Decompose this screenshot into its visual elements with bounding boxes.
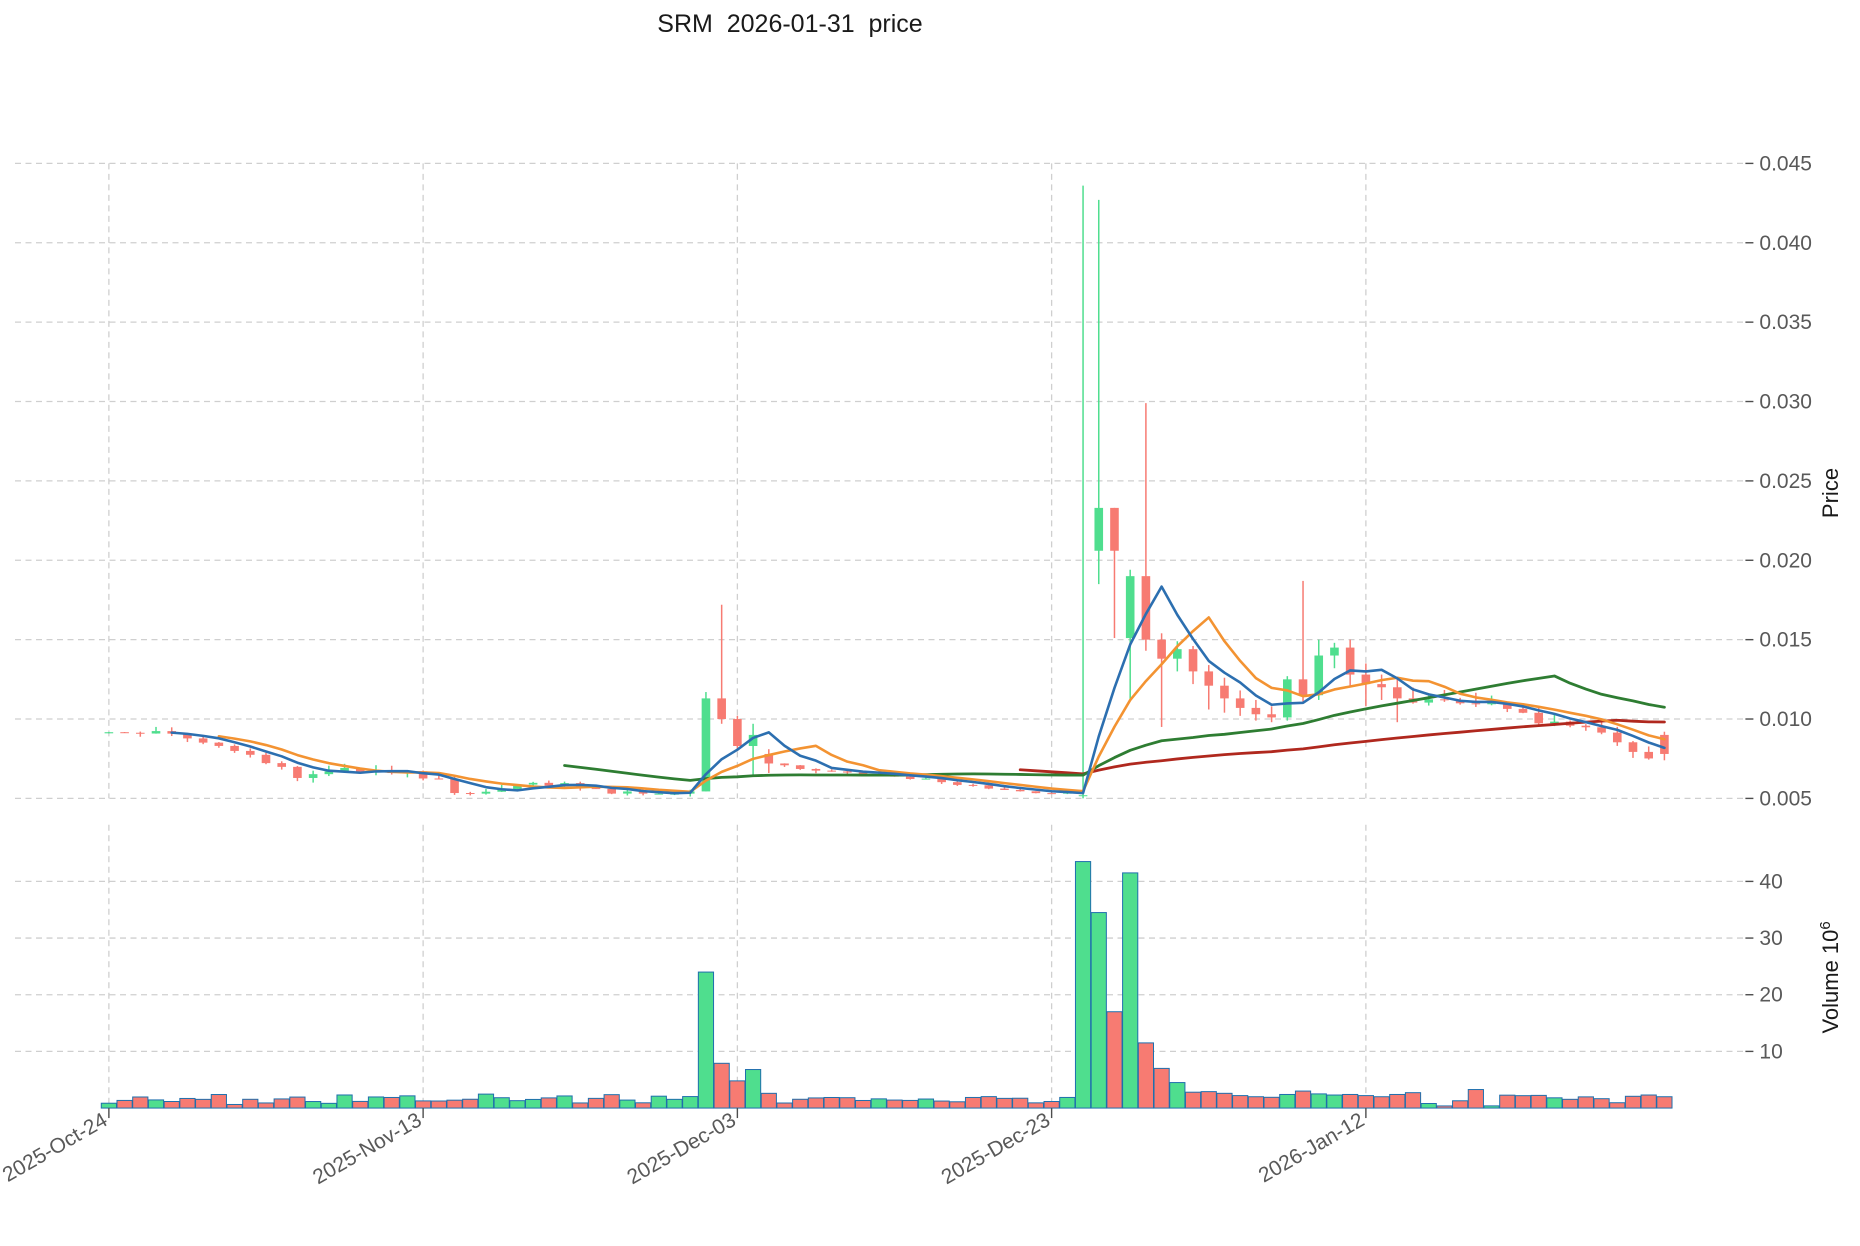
svg-text:0.025: 0.025 [1759, 470, 1812, 493]
svg-text:2025-Oct-24: 2025-Oct-24 [0, 1108, 112, 1186]
svg-text:0.020: 0.020 [1759, 549, 1812, 572]
svg-text:2026-Jan-12: 2026-Jan-12 [1255, 1108, 1369, 1187]
svg-text:0.015: 0.015 [1759, 629, 1812, 652]
svg-text:0.010: 0.010 [1759, 708, 1812, 731]
svg-text:40: 40 [1759, 870, 1782, 893]
svg-text:10: 10 [1759, 1040, 1782, 1063]
svg-text:2025-Nov-13: 2025-Nov-13 [309, 1108, 426, 1189]
svg-text:2025-Dec-03: 2025-Dec-03 [623, 1108, 740, 1189]
svg-text:0.030: 0.030 [1759, 391, 1812, 414]
svg-text:0.005: 0.005 [1759, 787, 1812, 810]
svg-text:30: 30 [1759, 927, 1782, 950]
svg-text:2025-Dec-23: 2025-Dec-23 [937, 1108, 1054, 1189]
svg-text:0.045: 0.045 [1759, 152, 1812, 175]
svg-text:Price: Price [1818, 468, 1843, 518]
svg-text:Volume 106: Volume 106 [1817, 921, 1844, 1033]
svg-text:20: 20 [1759, 984, 1782, 1007]
svg-text:0.040: 0.040 [1759, 232, 1812, 255]
svg-text:0.035: 0.035 [1759, 311, 1812, 334]
